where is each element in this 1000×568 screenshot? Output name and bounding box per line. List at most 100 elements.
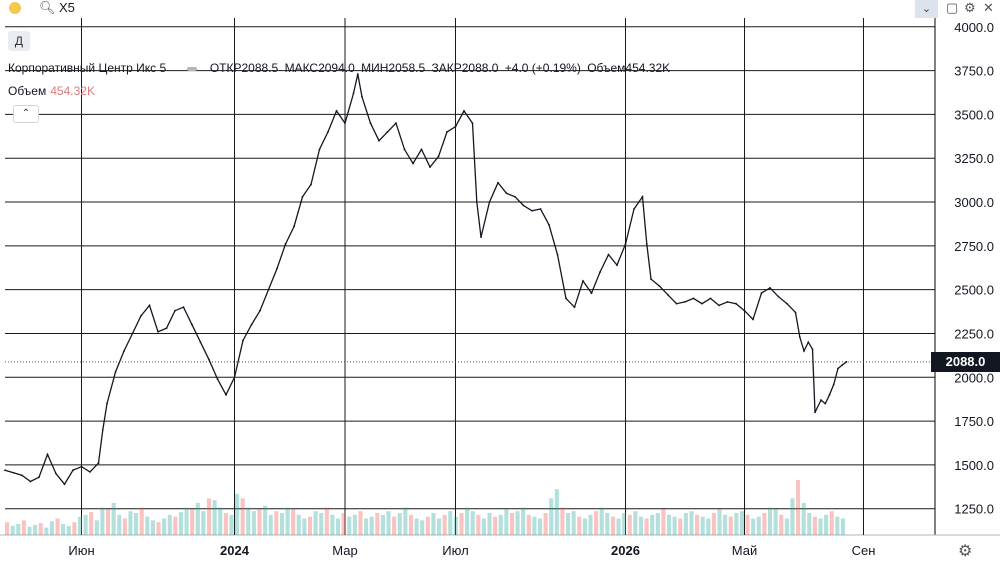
volume-bar (184, 507, 189, 535)
volume-bar (206, 498, 212, 535)
volume-bar (442, 514, 447, 535)
volume-bar (341, 513, 346, 535)
volume-bar (105, 509, 111, 535)
volume-bar (683, 513, 688, 535)
volume-bar (588, 514, 593, 535)
price-point (675, 302, 678, 305)
volume-bar (532, 516, 537, 535)
price-point (645, 243, 648, 245)
price-point (318, 148, 321, 151)
price-point (267, 288, 270, 291)
search-icon[interactable]: 🔍︎ (39, 0, 56, 15)
x-tick-label: Июл (442, 543, 468, 558)
volume-bar (403, 507, 408, 535)
volume-bar (577, 516, 582, 535)
volume-bar (386, 511, 391, 535)
price-point (148, 304, 151, 307)
ohlc-legend: Корпоративный Центр Икс 5 ОТКР2088.5 МАК… (8, 61, 673, 75)
price-point (395, 122, 397, 125)
volume-bar (291, 509, 296, 535)
chevron-down-icon[interactable]: ⌄ (915, 0, 938, 18)
volume-bar (711, 513, 716, 535)
price-chart[interactable]: 4000.0 3750.0 3500.0 3250.0 3000.0 2750.0 2500… (0, 18, 1000, 568)
volume-bar (487, 513, 492, 535)
volume-bar (481, 518, 486, 535)
collapse-button[interactable]: ⌃ (13, 105, 39, 123)
y-tick-label: 2250.0 (954, 326, 994, 341)
price-point (709, 297, 712, 300)
price-point (743, 309, 746, 312)
price-point (814, 411, 816, 414)
volume-bar (509, 513, 515, 535)
y-tick-label: 4000.0 (954, 20, 994, 35)
symbol-input[interactable]: X5 (59, 0, 75, 15)
price-point (242, 339, 244, 342)
price-point (157, 330, 159, 333)
price-point (114, 371, 117, 373)
price-point (46, 453, 49, 456)
volume-bar (543, 513, 548, 535)
price-point (548, 223, 550, 226)
volume-legend-value: 454.32K (50, 84, 95, 98)
price-point (769, 286, 771, 289)
price-point (463, 109, 465, 112)
volume-bar (307, 516, 313, 535)
price-point (131, 332, 134, 335)
volume-bar (784, 518, 789, 535)
volume-bar (655, 513, 660, 535)
price-point (38, 476, 40, 479)
price-point (556, 253, 559, 256)
price-point (692, 297, 695, 300)
volume-bar (689, 511, 694, 535)
y-tick-label: 3000.0 (954, 195, 994, 210)
volume-bar (195, 502, 200, 535)
price-point (259, 309, 261, 312)
legend-toggle-icon[interactable] (186, 66, 197, 71)
volume-bar (436, 518, 442, 535)
y-tick-label: 2750.0 (954, 239, 994, 254)
volume-bar (420, 520, 425, 535)
settings-icon[interactable]: ⚙ (958, 543, 973, 560)
volume-bar (790, 498, 795, 535)
price-point (4, 469, 6, 472)
toolbar: 🔍︎ X5 ⌄ ▢ ⚙ ✕ (0, 0, 1000, 18)
volume-bar (840, 518, 845, 535)
current-price-label: 2088.0 (931, 352, 1000, 372)
volume-bar (38, 523, 43, 535)
volume-bar (582, 518, 587, 535)
price-point (165, 327, 168, 330)
volume-bar (599, 507, 604, 535)
price-point (505, 192, 508, 195)
price-point (667, 294, 669, 296)
price-point (123, 350, 125, 352)
price-point (191, 323, 193, 326)
price-point (412, 162, 414, 165)
volume-bar (380, 514, 385, 535)
volume-bar (33, 524, 38, 535)
volume-bar (498, 514, 503, 535)
price-point (250, 323, 253, 326)
volume-bar (190, 509, 195, 535)
interval-button[interactable]: Д (8, 31, 30, 51)
volume-bar (162, 518, 167, 535)
volume-bar (767, 507, 773, 535)
volume-bar (723, 514, 728, 535)
volume-bar (745, 514, 750, 535)
volume-bar (448, 511, 453, 535)
volume-bar (139, 507, 144, 535)
price-point (29, 480, 32, 483)
volume-bar (695, 514, 700, 535)
close-icon[interactable]: ✕ (983, 0, 994, 15)
volume-bar (229, 514, 234, 535)
volume-bar (313, 511, 318, 535)
volume-bar (470, 511, 475, 535)
square-icon[interactable]: ▢ (946, 0, 959, 15)
price-point (735, 302, 737, 305)
price-point (97, 462, 100, 465)
volume-bar (526, 514, 531, 535)
volume-bars (5, 480, 845, 535)
price-point (55, 472, 57, 475)
gear-icon[interactable]: ⚙ (964, 0, 976, 15)
price-point (106, 402, 108, 405)
volume-bar (285, 507, 290, 535)
